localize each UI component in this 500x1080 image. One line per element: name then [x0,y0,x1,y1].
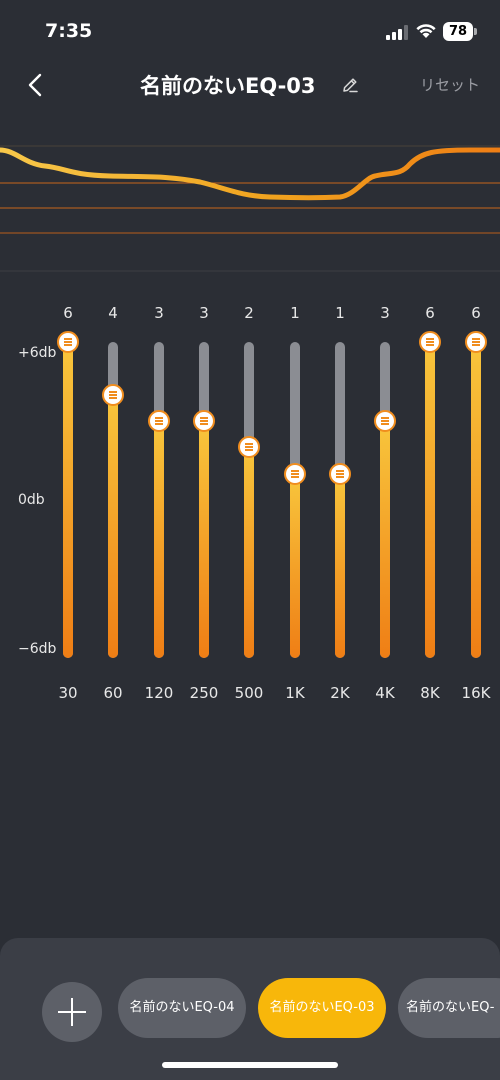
signal-icon [386,25,408,40]
band-slider-30[interactable] [63,342,73,658]
band-slider-handle[interactable] [465,331,487,353]
band-slider-fill [471,342,481,658]
status-time: 7:35 [45,20,93,42]
preset-chip-eq-03[interactable]: 名前のないEQ-03 [258,978,386,1038]
band-value-120: 3 [154,304,164,322]
band-freq-60: 60 [103,684,123,702]
eq-curve-line [0,147,500,201]
band-slider-handle[interactable] [238,436,260,458]
band-freq-8k: 8K [420,684,440,702]
preset-chip-eq-next[interactable]: 名前のないEQ- [398,978,500,1038]
band-value-1k: 1 [290,304,300,322]
battery-level: 78 [448,24,468,39]
band-slider-250[interactable] [199,342,209,658]
band-freq-120: 120 [144,684,174,702]
page-title: 名前のないEQ-03 [140,74,316,98]
status-bar: 7:35 78 [0,0,500,62]
band-slider-16k[interactable] [471,342,481,658]
band-slider-handle[interactable] [329,463,351,485]
home-indicator [162,1062,338,1068]
pencil-icon[interactable] [341,76,359,94]
band-freq-2k: 2K [330,684,350,702]
reset-button[interactable]: リセット [420,76,481,94]
battery-icon: 78 [443,22,477,41]
band-value-30: 6 [63,304,73,322]
band-value-4k: 3 [380,304,390,322]
band-slider-4k[interactable] [380,342,390,658]
band-value-60: 4 [108,304,118,322]
band-freq-1k: 1K [285,684,305,702]
band-slider-fill [108,395,118,658]
band-slider-handle[interactable] [57,331,79,353]
band-slider-8k[interactable] [425,342,435,658]
band-slider-fill [425,342,435,658]
band-freq-16k: 16K [461,684,491,702]
band-value-16k: 6 [471,304,481,322]
band-slider-handle[interactable] [284,463,306,485]
band-value-2k: 1 [335,304,345,322]
db-label-bottom: −6db [18,641,57,657]
db-label-top: +6db [18,345,57,361]
band-slider-60[interactable] [108,342,118,658]
band-slider-2k[interactable] [335,342,345,658]
band-freq-500: 500 [234,684,264,702]
band-value-250: 3 [199,304,209,322]
chevron-left-icon[interactable] [22,70,50,100]
band-slider-fill [290,474,300,658]
band-freq-30: 30 [58,684,78,702]
band-slider-fill [63,342,73,658]
band-slider-handle[interactable] [419,331,441,353]
wifi-icon [416,24,436,38]
db-label-mid: 0db [18,492,45,508]
band-slider-handle[interactable] [374,410,396,432]
band-slider-fill [199,421,209,658]
plus-icon[interactable] [42,982,102,1042]
preset-bar: 名前のないEQ-04 名前のないEQ-03 名前のないEQ- [0,938,500,1080]
band-value-8k: 6 [425,304,435,322]
band-slider-handle[interactable] [193,410,215,432]
band-slider-fill [380,421,390,658]
band-slider-120[interactable] [154,342,164,658]
band-slider-500[interactable] [244,342,254,658]
band-slider-1k[interactable] [290,342,300,658]
eq-curve-preview [0,145,500,272]
band-slider-handle[interactable] [148,410,170,432]
preset-chip-eq-04[interactable]: 名前のないEQ-04 [118,978,246,1038]
equalizer: +6db 0db −6db 6 30 4 60 3 120 3 250 2 500 1 1K 1 2K 3 4… [0,290,500,710]
band-slider-handle[interactable] [102,384,124,406]
header: 名前のないEQ-03 リセット [0,62,500,108]
band-slider-fill [244,447,254,658]
band-freq-250: 250 [189,684,219,702]
band-freq-4k: 4K [375,684,395,702]
band-value-500: 2 [244,304,254,322]
band-slider-fill [335,474,345,658]
band-slider-fill [154,421,164,658]
